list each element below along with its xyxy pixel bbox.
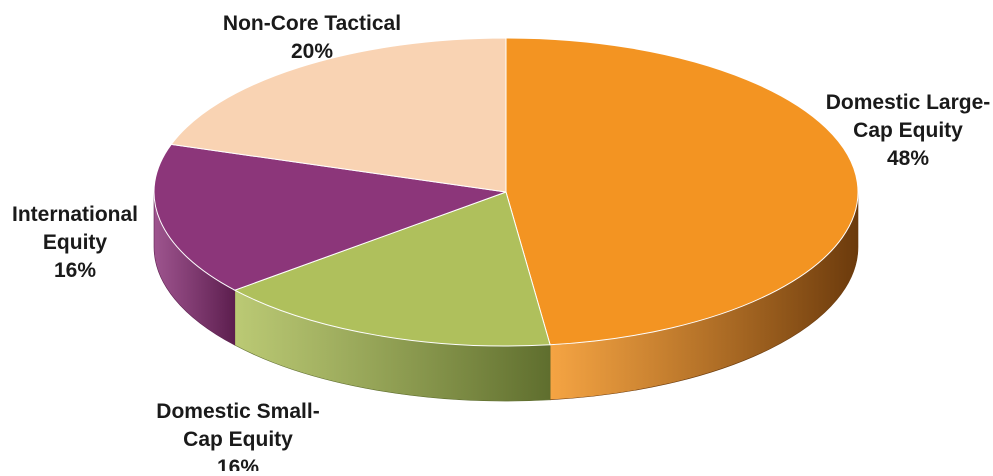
slice-name-label: Domestic Large- — [826, 91, 991, 114]
slice-label: International Equity 16% — [12, 203, 138, 282]
slice-value-label: 16% — [217, 456, 259, 471]
slice-label: Domestic Small- Cap Equity 16% — [156, 400, 319, 471]
slice-name-label: Non-Core Tactical — [223, 12, 401, 35]
pie-sides — [153, 191, 859, 402]
pie-slice — [153, 143, 507, 291]
pie-slice — [233, 191, 551, 347]
slice-label: Non-Core Tactical 20% — [223, 12, 401, 63]
slice-value-label: 48% — [887, 147, 929, 170]
slice-name-label: Domestic Small- — [156, 400, 319, 423]
pie-tops — [153, 37, 859, 347]
slice-name-label: Cap Equity — [183, 428, 293, 451]
slice-name-label: Equity — [43, 231, 107, 254]
slice-label: Domestic Large- Cap Equity 48% — [826, 91, 991, 170]
pie-slice — [505, 37, 859, 346]
slice-name-label: International — [12, 203, 138, 226]
slice-value-label: 16% — [54, 259, 96, 282]
slice-value-label: 20% — [291, 40, 333, 63]
pie-slice — [170, 37, 507, 193]
slice-name-label: Cap Equity — [853, 119, 963, 142]
